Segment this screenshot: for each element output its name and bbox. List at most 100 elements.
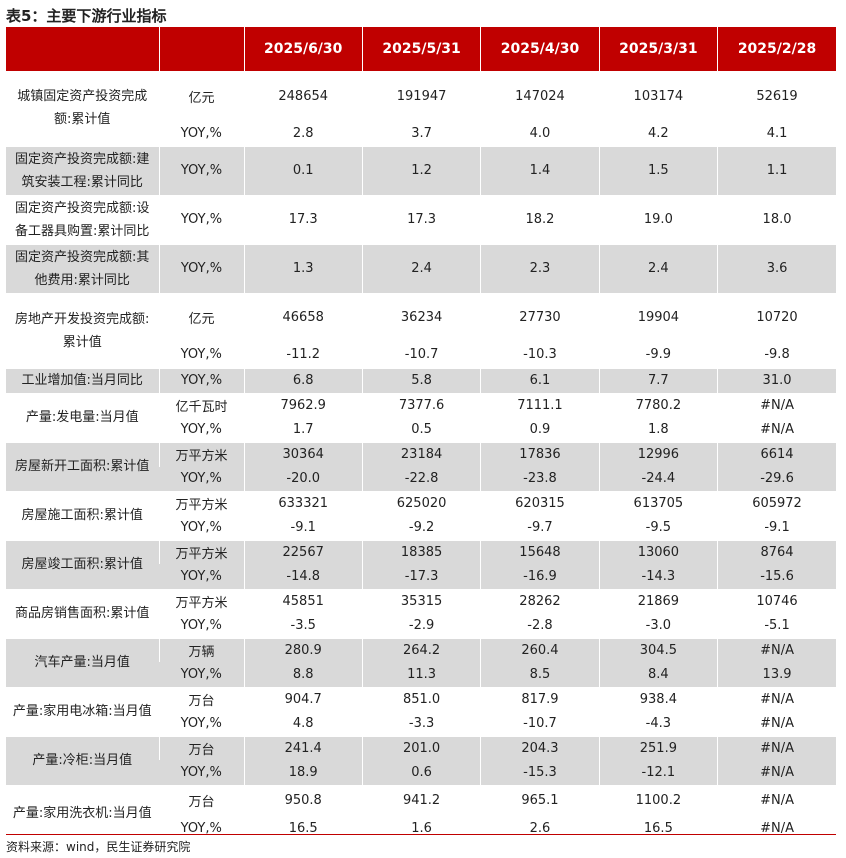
value-cell: -2.8 [480, 614, 600, 638]
table-row: YOY,% 16.5 1.6 2.6 16.5 #N/A [6, 816, 836, 841]
value-cell: 18.0 [717, 194, 836, 244]
value-cell: -12.1 [598, 760, 718, 785]
unit-cell: 万辆 [158, 637, 244, 662]
value-cell: 2.4 [598, 243, 718, 293]
value-cell: 45851 [243, 588, 363, 614]
value-cell: 11.3 [361, 662, 481, 687]
value-cell: 1.7 [243, 417, 363, 442]
indicator-name-cell: 产量:冷柜:当月值 [6, 735, 159, 785]
indicator-name-cell: 固定资产投资完成额:设备工器具购置:累计同比 [6, 194, 159, 244]
value-cell: 16.5 [598, 816, 718, 841]
unit-cell: YOY,% [180, 519, 222, 535]
value-cell: 1.3 [243, 243, 363, 293]
value-cell: 4.8 [243, 711, 363, 736]
value-cell: 19904 [598, 292, 718, 342]
table-row: YOY,% 1.7 0.5 0.9 1.8 #N/A [6, 417, 836, 442]
value-cell: 6614 [717, 441, 836, 467]
value-cell: 52619 [717, 71, 836, 121]
value-cell: -16.9 [480, 564, 600, 589]
value-cell: 938.4 [598, 686, 718, 711]
value-cell: 1.4 [480, 145, 600, 195]
source-note: 资料来源：wind，民生证券研究院 [6, 840, 191, 854]
table-row: 固定资产投资完成额:其他费用:累计同比 YOY,% 1.3 2.4 2.3 2.4 3.6 [6, 243, 836, 293]
value-cell: 0.1 [243, 145, 363, 195]
value-cell: 1.6 [361, 816, 481, 841]
value-cell: 8.8 [243, 662, 363, 687]
value-cell: 1100.2 [598, 784, 718, 816]
unit-cell: YOY,% [158, 194, 244, 244]
table-title: 表5：主要下游行业指标 [6, 7, 167, 25]
value-cell: 264.2 [361, 637, 481, 662]
value-cell: 1.5 [598, 145, 718, 195]
unit-cell: YOY,% [180, 125, 222, 141]
header-row: 2025/6/30 2025/5/31 2025/4/30 2025/3/31 … [6, 27, 836, 71]
value-cell: 7962.9 [243, 392, 363, 417]
indicator-name-cell: 产量:发电量:当月值 [6, 392, 159, 442]
table-row: YOY,% 8.8 11.3 8.5 8.4 13.9 [6, 662, 836, 687]
value-cell: #N/A [717, 686, 836, 711]
table-row: 产量:冷柜:当月值 万台 241.4 201.0 204.3 251.9 #N/A [6, 735, 836, 785]
unit-cell: 亿元 [158, 292, 244, 342]
value-cell: -15.3 [480, 760, 600, 785]
table-row: YOY,% -3.5 -2.9 -2.8 -3.0 -5.1 [6, 614, 836, 638]
value-cell: 633321 [243, 490, 363, 515]
value-cell: #N/A [717, 637, 836, 662]
value-cell: -22.8 [361, 467, 481, 491]
unit-cell: 万平方米 [158, 441, 244, 467]
unit-cell: YOY,% [180, 347, 222, 363]
value-cell: #N/A [717, 816, 836, 841]
unit-cell: YOY,% [158, 145, 244, 195]
value-cell: -3.0 [598, 614, 718, 638]
value-cell: 941.2 [361, 784, 481, 816]
value-cell: 17.3 [361, 194, 481, 244]
value-cell: #N/A [717, 392, 836, 417]
value-cell: #N/A [717, 417, 836, 442]
value-cell: 6.8 [243, 367, 363, 393]
value-cell: 2.3 [480, 243, 600, 293]
value-cell: #N/A [717, 711, 836, 736]
footer-rule [6, 834, 836, 835]
indicator-name-cell: 城镇固定资产投资完成额:累计值 [17, 89, 148, 128]
value-cell: 27730 [480, 292, 600, 342]
unit-cell: 万平方米 [158, 588, 244, 614]
value-cell: 625020 [361, 490, 481, 515]
value-cell: -9.2 [361, 515, 481, 540]
unit-cell: YOY,% [180, 618, 222, 634]
value-cell: 8.5 [480, 662, 600, 687]
value-cell: 18.9 [243, 760, 363, 785]
value-cell: 1.8 [598, 417, 718, 442]
table-row: YOY,% 2.8 3.7 4.0 4.2 4.1 [6, 121, 836, 146]
table-row: YOY,% -11.2 -10.7 -10.3 -9.9 -9.8 [6, 342, 836, 368]
value-cell: 280.9 [243, 637, 363, 662]
unit-cell: YOY,% [159, 564, 244, 589]
value-cell: 1.2 [361, 145, 481, 195]
value-cell: 147024 [480, 71, 600, 121]
value-cell: -15.6 [717, 564, 836, 589]
value-cell: 46658 [243, 292, 363, 342]
table-row: YOY,% 4.8 -3.3 -10.7 -4.3 #N/A [6, 711, 836, 736]
value-cell: #N/A [717, 735, 836, 760]
value-cell: 21869 [598, 588, 718, 614]
table-row: 房地产开发投资完成额:累计值 亿元 46658 36234 27730 19904 1072… [6, 292, 836, 368]
header-cell [158, 27, 244, 71]
value-cell: -9.7 [480, 515, 600, 540]
value-cell: -9.1 [243, 515, 363, 540]
value-cell: 817.9 [480, 686, 600, 711]
table-row: 工业增加值:当月同比 YOY,% 6.8 5.8 6.1 7.7 31.0 [6, 367, 836, 393]
value-cell: 6.1 [480, 367, 600, 393]
value-cell: #N/A [717, 784, 836, 816]
value-cell: -17.3 [361, 564, 481, 589]
value-cell: 605972 [717, 490, 836, 515]
value-cell: 904.7 [243, 686, 363, 711]
indicator-name-cell: 固定资产投资完成额:其他费用:累计同比 [6, 243, 159, 293]
value-cell: -10.3 [480, 342, 600, 368]
unit-cell: 万平方米 [158, 539, 244, 564]
value-cell: 7.7 [598, 367, 718, 393]
unit-cell: YOY,% [159, 467, 244, 491]
unit-cell: YOY,% [180, 715, 222, 731]
value-cell: 18385 [361, 539, 481, 564]
table-row: 产量:家用电冰箱:当月值 万台 904.7 851.0 817.9 938.4 #N/A [6, 686, 836, 736]
value-cell: 5.8 [361, 367, 481, 393]
value-cell: -9.5 [598, 515, 718, 540]
unit-cell: YOY,% [158, 243, 244, 293]
